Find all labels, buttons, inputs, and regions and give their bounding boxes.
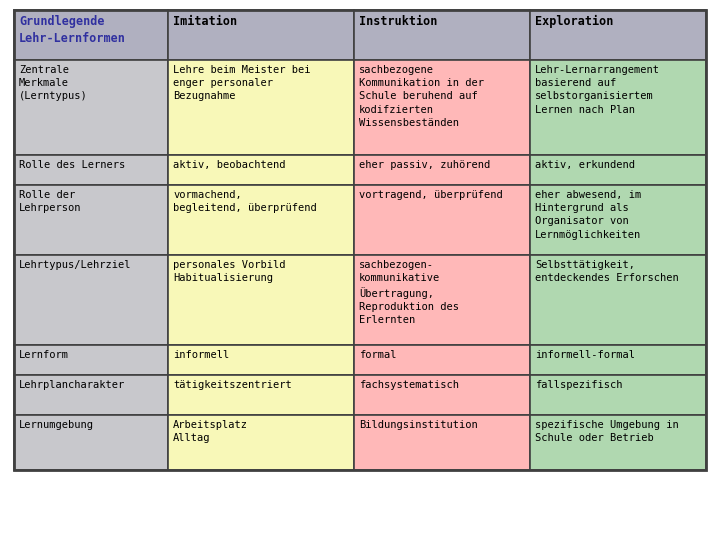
Text: sachbezogene
Kommunikation in der
Schule beruhend auf
kodifzierten
Wissensbestän: sachbezogene Kommunikation in der Schule… — [359, 65, 484, 128]
Text: Lehrtypus/Lehrziel: Lehrtypus/Lehrziel — [19, 260, 132, 270]
Text: Bildungsinstitution: Bildungsinstitution — [359, 420, 478, 430]
Text: Imitation: Imitation — [173, 15, 237, 28]
Bar — [354, 375, 530, 415]
Bar — [168, 185, 354, 255]
Text: Selbsttätigkeit,
entdeckendes Erforschen: Selbsttätigkeit, entdeckendes Erforschen — [535, 260, 679, 283]
Text: tätigkeitszentriert: tätigkeitszentriert — [173, 380, 292, 390]
Text: Grundlegende
Lehr-Lernformen: Grundlegende Lehr-Lernformen — [19, 15, 126, 45]
Text: sachbezogen-
kommunikative
Übertragung,
Reproduktion des
Erlernten: sachbezogen- kommunikative Übertragung, … — [359, 260, 459, 326]
Bar — [168, 255, 354, 345]
Text: Lernumgebung: Lernumgebung — [19, 420, 94, 430]
Text: eher abwesend, im
Hintergrund als
Organisator von
Lernmöglichkeiten: eher abwesend, im Hintergrund als Organi… — [535, 190, 642, 240]
Text: vortragend, überprüfend: vortragend, überprüfend — [359, 190, 503, 200]
Text: Rolle des Lerners: Rolle des Lerners — [19, 160, 125, 170]
Bar — [14, 375, 168, 415]
Bar — [354, 185, 530, 255]
Text: aktiv, erkundend: aktiv, erkundend — [535, 160, 635, 170]
Text: Instruktion: Instruktion — [359, 15, 437, 28]
Text: Lehrplancharakter: Lehrplancharakter — [19, 380, 125, 390]
Text: fallspezifisch: fallspezifisch — [535, 380, 623, 390]
Text: Rolle der
Lehrperson: Rolle der Lehrperson — [19, 190, 81, 213]
Text: Lehr-Lernarrangement
basierend auf
selbstorganisiertem
Lernen nach Plan: Lehr-Lernarrangement basierend auf selbs… — [535, 65, 660, 114]
Bar — [530, 60, 706, 155]
Text: Lehre beim Meister bei
enger personaler
Bezugnahme: Lehre beim Meister bei enger personaler … — [173, 65, 310, 102]
Text: Lernform: Lernform — [19, 350, 69, 360]
Bar — [354, 255, 530, 345]
Bar — [530, 345, 706, 375]
Text: informell-formal: informell-formal — [535, 350, 635, 360]
Text: spezifische Umgebung in
Schule oder Betrieb: spezifische Umgebung in Schule oder Betr… — [535, 420, 679, 443]
Bar — [168, 345, 354, 375]
Bar — [530, 185, 706, 255]
Bar — [354, 10, 530, 60]
Bar — [530, 155, 706, 185]
Text: Exploration: Exploration — [535, 15, 613, 28]
Text: Arbeitsplatz
Alltag: Arbeitsplatz Alltag — [173, 420, 248, 443]
Bar — [14, 345, 168, 375]
Bar — [168, 60, 354, 155]
Bar — [14, 415, 168, 470]
Text: Zentrale
Merkmale
(Lerntypus): Zentrale Merkmale (Lerntypus) — [19, 65, 88, 102]
Bar — [14, 255, 168, 345]
Bar — [530, 375, 706, 415]
Bar — [168, 10, 354, 60]
Text: eher passiv, zuhörend: eher passiv, zuhörend — [359, 160, 490, 170]
Bar — [354, 155, 530, 185]
Bar — [354, 415, 530, 470]
Bar — [354, 60, 530, 155]
Text: aktiv, beobachtend: aktiv, beobachtend — [173, 160, 286, 170]
Bar — [14, 185, 168, 255]
Bar — [14, 155, 168, 185]
Bar — [14, 10, 706, 470]
Text: informell: informell — [173, 350, 229, 360]
Bar — [530, 415, 706, 470]
Bar — [168, 155, 354, 185]
Bar — [14, 10, 168, 60]
Text: personales Vorbild
Habitualisierung: personales Vorbild Habitualisierung — [173, 260, 286, 283]
Text: vormachend,
begleitend, überprüfend: vormachend, begleitend, überprüfend — [173, 190, 317, 213]
Bar — [168, 415, 354, 470]
Text: formal: formal — [359, 350, 397, 360]
Bar — [168, 375, 354, 415]
Bar — [14, 60, 168, 155]
Text: fachsystematisch: fachsystematisch — [359, 380, 459, 390]
Bar — [530, 255, 706, 345]
Bar — [354, 345, 530, 375]
Bar — [530, 10, 706, 60]
